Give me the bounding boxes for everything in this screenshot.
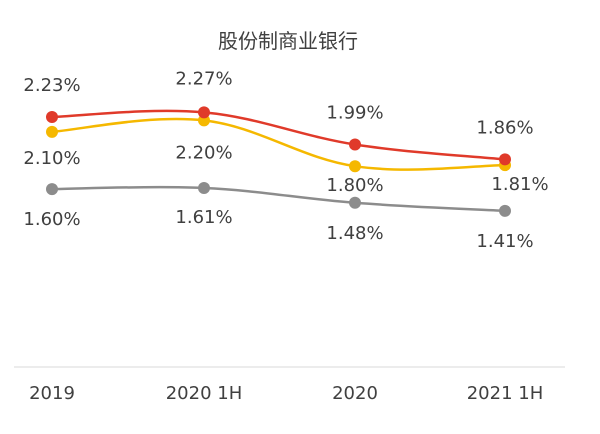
series-2-line (51, 117, 506, 171)
series-1-label-4: 1.86% (476, 117, 533, 138)
x-tick-label-4: 2021 1H (467, 383, 544, 404)
series-3-label-1: 1.60% (23, 209, 80, 230)
series-1-point-3 (349, 138, 361, 151)
series-2-label-2: 2.20% (175, 142, 232, 163)
series-1: 2.23% 2.27% 1.99% 1.86% (23, 68, 534, 166)
x-tick-label-1: 2019 (29, 383, 75, 404)
series-3-point-4 (499, 204, 511, 217)
series-3-label-3: 1.48% (326, 223, 383, 244)
series-1-point-2 (198, 106, 210, 119)
series-1-label-3: 1.99% (326, 103, 383, 124)
x-tick-label-3: 2020 (332, 383, 378, 404)
series-3-label-2: 1.61% (175, 207, 232, 228)
series-2-label-4: 1.81% (491, 174, 548, 195)
chart-title: 股份制商业银行 (218, 29, 358, 53)
series-3-point-2 (198, 182, 210, 194)
series-2-label-1: 2.10% (23, 148, 80, 169)
series-3-line (51, 185, 506, 213)
series-3: 1.60% 1.61% 1.48% 1.41% (23, 182, 534, 252)
series-1-label-1: 2.23% (23, 75, 80, 96)
series-1-point-4 (499, 153, 511, 166)
series-layer: 1.60% 1.61% 1.48% 1.41% 2.10% 2.20% 1.80% 1.81%… (23, 68, 549, 252)
series-1-point-1 (46, 111, 58, 123)
series-2: 2.10% 2.20% 1.80% 1.81% (23, 114, 549, 196)
series-1-label-2: 2.27% (175, 68, 232, 89)
series-2-point-3 (349, 160, 361, 173)
series-3-label-4: 1.41% (476, 231, 533, 252)
series-2-label-3: 1.80% (326, 175, 383, 196)
series-2-point-1 (46, 125, 58, 138)
series-3-point-1 (46, 183, 58, 196)
series-1-line (51, 109, 506, 161)
series-3-point-3 (349, 196, 361, 209)
x-tick-label-2: 2020 1H (166, 383, 243, 404)
x-tick-labels: 2019 2020 1H 2020 2021 1H (29, 383, 543, 404)
